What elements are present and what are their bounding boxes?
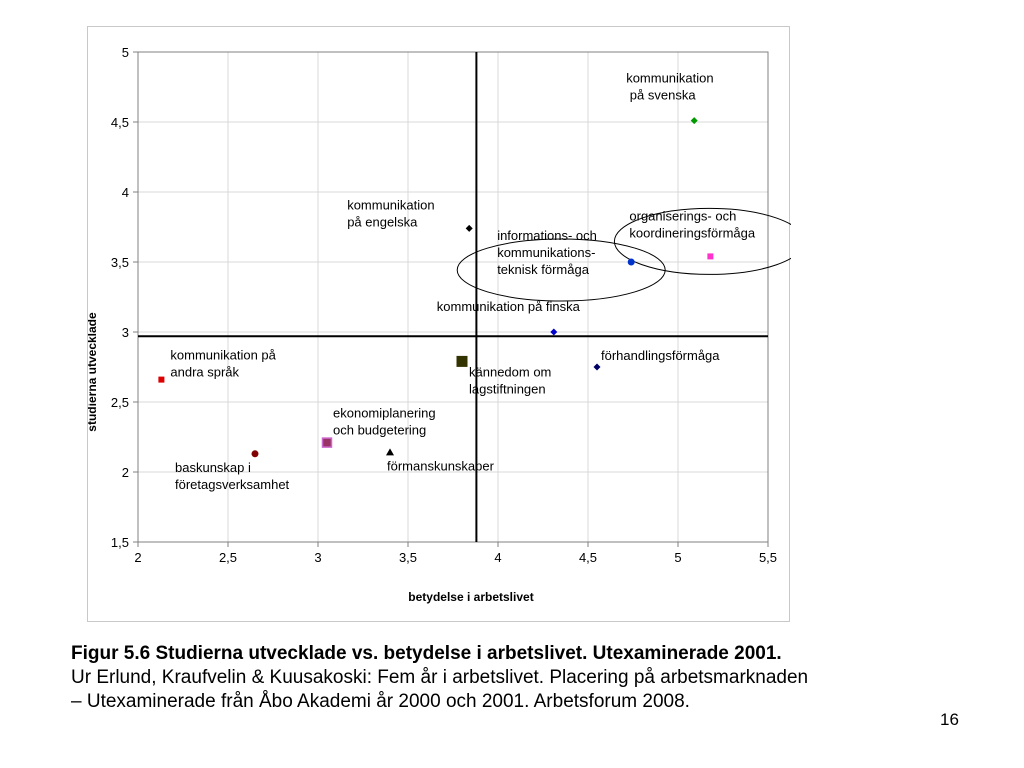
data-point bbox=[386, 448, 394, 456]
x-tick-label: 4,5 bbox=[579, 550, 597, 565]
data-point bbox=[707, 253, 714, 260]
point-label-line: andra språk bbox=[170, 365, 239, 380]
x-axis-title: betydelse i arbetslivet bbox=[408, 590, 533, 604]
point-label-line: informations- och bbox=[497, 228, 597, 243]
grid bbox=[133, 51, 769, 547]
figure-caption: Figur 5.6 Studierna utvecklade vs. betyd… bbox=[71, 642, 971, 714]
data-point bbox=[593, 363, 601, 371]
point-label: förmanskunskaper bbox=[387, 458, 495, 473]
point-label-line: på svenska bbox=[626, 88, 696, 103]
y-tick-label: 3 bbox=[122, 325, 129, 340]
data-point bbox=[456, 355, 468, 367]
data-points bbox=[158, 117, 714, 458]
point-label: kommunikation på engelska bbox=[347, 197, 434, 229]
point-label: baskunskap i företagsverksamhet bbox=[175, 460, 290, 492]
point-label-line: kommunikation på bbox=[170, 348, 276, 363]
point-label-line: kommunikations- bbox=[497, 245, 595, 260]
ellipse-informations bbox=[456, 238, 666, 302]
y-tick-label: 4 bbox=[122, 185, 129, 200]
caption-title: Figur 5.6 Studierna utvecklade vs. betyd… bbox=[71, 643, 782, 664]
point-label: informations- och kommunikations-teknisk … bbox=[497, 228, 597, 277]
point-label-line: kommunikation bbox=[347, 197, 434, 212]
x-tick-label: 3 bbox=[314, 550, 321, 565]
x-tick-label: 5,5 bbox=[759, 550, 777, 565]
point-label: förhandlingsförmåga bbox=[601, 348, 720, 363]
point-label-line: kommunikation på finska bbox=[437, 299, 581, 314]
point-label-line: baskunskap i bbox=[175, 460, 251, 475]
point-label: kommunikation på finska bbox=[437, 299, 581, 314]
point-label-line: förhandlingsförmåga bbox=[601, 348, 720, 363]
x-tick-label: 5 bbox=[674, 550, 681, 565]
y-tick-label: 2,5 bbox=[111, 395, 129, 410]
slide-number: 16 bbox=[940, 710, 959, 729]
data-point bbox=[690, 117, 698, 125]
data-point bbox=[550, 328, 558, 336]
data-point bbox=[627, 258, 635, 266]
y-tick-label: 1,5 bbox=[111, 535, 129, 550]
point-label-line: kommunikation bbox=[626, 71, 713, 86]
scatter-chart: 2 2,5 3 3,5 4 4,5 5 5,5 1,5 2 2,5 3 3,5 4 4,5 5 kommuni… bbox=[88, 45, 791, 604]
point-label-line: organiserings- och bbox=[629, 208, 736, 223]
ellipse-organiserings bbox=[613, 207, 791, 275]
x-tick-label: 2 bbox=[134, 550, 141, 565]
tick-labels: 2 2,5 3 3,5 4 4,5 5 5,5 1,5 2 2,5 3 3,5 4 4,5 5 bbox=[111, 45, 777, 565]
point-label: organiserings- och koordineringsförmåga bbox=[629, 208, 756, 240]
reference-lines bbox=[138, 52, 768, 542]
point-label: kännedom om lagstiftningen bbox=[469, 364, 551, 396]
caption-source-line-1: Ur Erlund, Kraufvelin & Kuusakoski: Fem … bbox=[71, 667, 809, 688]
point-label-line: förmanskunskaper bbox=[387, 458, 495, 473]
data-point bbox=[251, 450, 259, 458]
caption-source-line-2: – Utexaminerade från Åbo Akademi år 2000… bbox=[71, 691, 690, 712]
x-tick-label: 3,5 bbox=[399, 550, 417, 565]
point-label: kommunikation på svenska bbox=[626, 71, 713, 103]
point-label-line: lagstiftningen bbox=[469, 381, 546, 396]
data-point bbox=[321, 437, 333, 448]
y-tick-label: 3,5 bbox=[111, 255, 129, 270]
point-label-line: kännedom om bbox=[469, 364, 551, 379]
y-tick-label: 2 bbox=[122, 465, 129, 480]
point-label-line: på engelska bbox=[347, 214, 418, 229]
point-label-line: teknisk förmåga bbox=[497, 262, 590, 277]
data-point bbox=[465, 224, 473, 232]
plot-area-border bbox=[137, 51, 769, 543]
y-tick-label: 5 bbox=[122, 45, 129, 60]
y-axis-title: studierna utvecklade bbox=[88, 312, 99, 432]
point-label: kommunikation på andra språk bbox=[170, 348, 276, 380]
point-label: ekonomiplanering och budgetering bbox=[333, 406, 436, 438]
data-point bbox=[158, 376, 165, 383]
point-label-line: koordineringsförmåga bbox=[629, 225, 756, 240]
x-tick-label: 2,5 bbox=[219, 550, 237, 565]
x-tick-label: 4 bbox=[494, 550, 501, 565]
point-label-line: ekonomiplanering bbox=[333, 406, 436, 421]
point-label-line: företagsverksamhet bbox=[175, 477, 290, 492]
y-tick-label: 4,5 bbox=[111, 115, 129, 130]
chart-frame: 2 2,5 3 3,5 4 4,5 5 5,5 1,5 2 2,5 3 3,5 4 4,5 5 kommuni… bbox=[87, 26, 791, 622]
highlight-ellipses bbox=[456, 207, 791, 302]
point-label-line: och budgetering bbox=[333, 423, 426, 438]
